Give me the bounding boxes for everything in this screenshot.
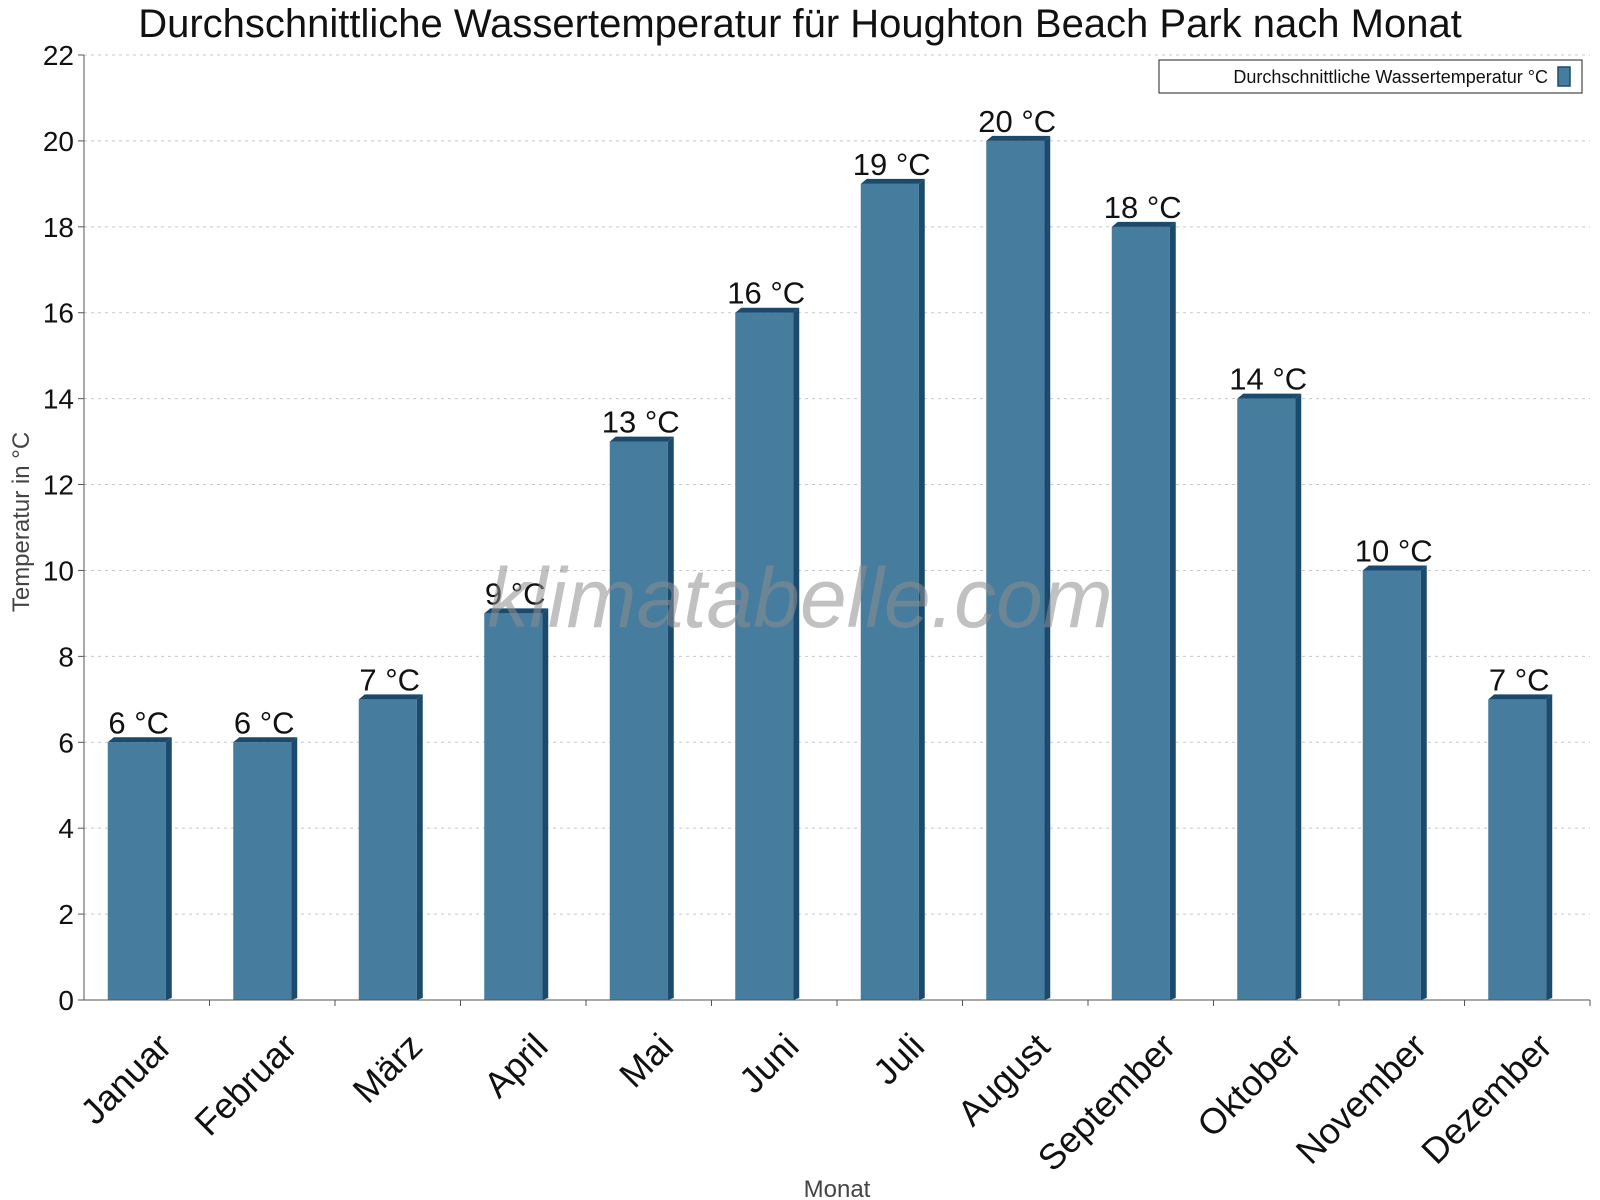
bar-top <box>735 307 800 313</box>
x-tick-label: Oktober <box>1189 1025 1309 1145</box>
bar-side <box>918 178 925 1000</box>
bar-side <box>542 608 549 1000</box>
legend-swatch <box>1557 66 1571 87</box>
data-label: 20 °C <box>978 104 1056 139</box>
bar-top <box>1111 221 1176 227</box>
bar <box>107 742 166 1000</box>
y-tick-label: 8 <box>58 641 74 672</box>
bar-top <box>609 436 674 442</box>
x-tick-label: April <box>476 1025 556 1105</box>
bar-side <box>416 694 423 1000</box>
bar-top <box>358 694 423 700</box>
bar-side <box>165 737 172 1000</box>
bar-side <box>1546 694 1553 1000</box>
bar-top <box>1488 694 1553 700</box>
data-label: 14 °C <box>1229 362 1307 397</box>
bar-top <box>484 608 549 614</box>
bar-side <box>291 737 298 1000</box>
y-tick-label: 20 <box>43 126 74 157</box>
bar <box>735 312 794 1000</box>
y-tick-label: 0 <box>58 985 74 1016</box>
bar-top <box>860 178 925 184</box>
x-tick-label: Februar <box>186 1025 304 1143</box>
x-tick-label: Januar <box>72 1025 179 1132</box>
x-tick-label: Juli <box>865 1025 932 1092</box>
bar <box>1237 398 1296 1000</box>
y-tick-label: 14 <box>43 384 74 415</box>
bar-top <box>107 737 172 743</box>
chart-title: Durchschnittliche Wassertemperatur für H… <box>138 2 1462 46</box>
x-tick-label: September <box>1030 1025 1184 1179</box>
bar-side <box>1420 565 1427 1000</box>
bar <box>609 441 668 1000</box>
y-tick-label: 4 <box>58 813 74 844</box>
x-axis-label: Monat <box>804 1176 871 1200</box>
bar <box>233 742 292 1000</box>
legend: Durchschnittliche Wassertemperatur °C <box>1158 59 1583 94</box>
data-label: 7 °C <box>359 662 420 697</box>
y-tick-label: 10 <box>43 555 74 586</box>
x-tick-labels: Januar Februar März April Mai Juni Juli AugustS… <box>72 1000 1591 1179</box>
data-label: 9 °C <box>485 576 546 611</box>
bar <box>484 613 543 1000</box>
data-label: 6 °C <box>234 705 295 740</box>
x-tick-label: Mai <box>611 1025 681 1095</box>
y-tick-label: 6 <box>58 727 74 758</box>
x-tick-label: November <box>1288 1025 1434 1171</box>
legend-entry-label: Durchschnittliche Wassertemperatur °C <box>1233 67 1548 87</box>
grid-lines <box>84 54 1590 915</box>
watermark: klimatabelle.com <box>487 551 1113 645</box>
bar-top <box>986 135 1051 141</box>
x-tick-label: Dezember <box>1413 1025 1559 1171</box>
y-tick-label: 22 <box>43 40 74 71</box>
bar <box>1111 226 1170 1000</box>
data-label: 10 °C <box>1355 533 1433 568</box>
y-tick-label: 2 <box>58 899 74 930</box>
data-label: 16 °C <box>727 276 805 311</box>
bar-side <box>667 436 674 1000</box>
bar-side <box>793 307 800 1000</box>
bar <box>358 699 417 1000</box>
bar <box>1488 699 1547 1000</box>
bar-top <box>1237 393 1302 399</box>
bar <box>1362 570 1421 1000</box>
y-tick-labels: 0 2 4 6 8 10 12 14 16 18 20 22 <box>43 40 84 1016</box>
bar-top <box>1362 565 1427 571</box>
x-tick-label: Juni <box>731 1025 807 1101</box>
y-tick-label: 16 <box>43 298 74 329</box>
bar <box>860 183 919 1000</box>
bars <box>107 135 1553 1001</box>
data-label: 7 °C <box>1489 662 1550 697</box>
y-axis-label: Temperatur in °C <box>8 432 35 612</box>
bar-side <box>1044 135 1051 1001</box>
data-label: 18 °C <box>1104 190 1182 225</box>
bar-top <box>233 737 298 743</box>
legend-box <box>1158 59 1583 94</box>
x-tick-label: März <box>345 1025 431 1111</box>
data-label: 19 °C <box>853 147 931 182</box>
data-label: 13 °C <box>602 405 680 440</box>
data-label: 6 °C <box>108 705 169 740</box>
x-tick-label: August <box>949 1025 1057 1133</box>
bar-side <box>1295 393 1302 1000</box>
data-labels: 6 °C 6 °C 7 °C 9 °C 13 °C 16 °C 19 °C 20 °C 18 °… <box>108 104 1549 740</box>
bar <box>986 140 1045 1001</box>
y-tick-label: 12 <box>43 470 74 501</box>
bar-side <box>1169 221 1176 1000</box>
y-tick-label: 18 <box>43 212 74 243</box>
